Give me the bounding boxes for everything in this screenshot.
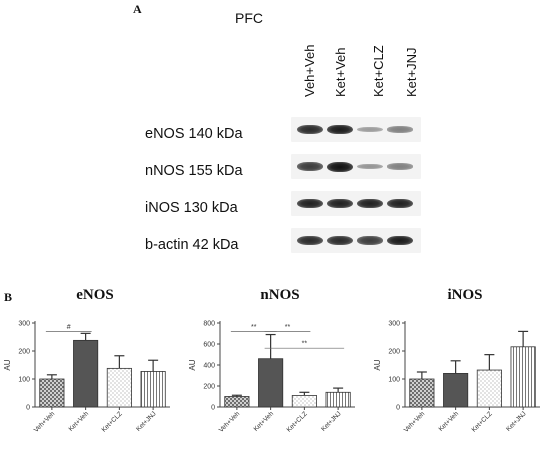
significance-marker: ** (285, 324, 291, 331)
blot-band (357, 236, 383, 245)
bar (106, 367, 132, 408)
significance-marker: # (67, 324, 71, 331)
blot-band (387, 198, 413, 209)
blot-band (357, 163, 383, 170)
y-tick-label: 0 (396, 405, 400, 412)
x-tick-label: Veh+Veh (33, 410, 57, 434)
y-tick-label: 300 (388, 321, 400, 328)
chart-inos: 0 100 200 300 AU Veh+Veh Ket+Veh Ket+CLZ Ket+JNJ (373, 321, 540, 434)
bar (140, 371, 166, 408)
blot-strip-inos (291, 191, 421, 216)
blot-band (387, 163, 413, 170)
blot-band (387, 235, 413, 246)
bar (325, 391, 351, 408)
blot-band (357, 126, 383, 133)
blot-band (327, 235, 353, 246)
bar (291, 395, 317, 408)
bar (476, 369, 502, 408)
y-tick-label: 300 (18, 321, 30, 328)
blot-band (327, 198, 353, 209)
x-tick-label: Ket+Veh (68, 410, 91, 433)
y-tick-label: 100 (18, 377, 30, 384)
blot-band (297, 162, 323, 171)
x-tick-label: Ket+Veh (253, 410, 276, 433)
y-axis-label: AU (3, 359, 12, 370)
blot-label-enos: eNOS 140 kDa (145, 126, 243, 142)
panel-a-letter: A (133, 2, 142, 16)
chart-title-inos: iNOS (447, 287, 483, 303)
x-tick-label: Ket+CLZ (471, 410, 494, 433)
x-tick-label: Veh+Veh (218, 410, 242, 434)
y-tick-label: 200 (18, 349, 30, 356)
x-tick-label: Ket+JNJ (505, 410, 527, 432)
blot-label-inos: iNOS 130 kDa (145, 200, 238, 216)
blot-band (297, 124, 323, 135)
y-tick-label: 400 (203, 363, 215, 370)
significance-marker: ** (251, 324, 257, 331)
blot-band (297, 198, 323, 209)
bar (73, 339, 99, 408)
blot-label-b-actin: b-actin 42 kDa (145, 237, 239, 253)
bar (443, 372, 469, 408)
blot-band (387, 126, 413, 133)
x-tick-label: Ket+Veh (438, 410, 461, 433)
bar (224, 396, 250, 408)
chart-title-nnos: nNOS (260, 287, 300, 303)
region-label: PFC (235, 10, 263, 26)
blot-strip-nnos (291, 154, 421, 179)
blot-band (327, 161, 353, 172)
y-tick-label: 100 (388, 377, 400, 384)
blot-band (297, 235, 323, 246)
x-tick-label: Ket+JNJ (135, 410, 157, 432)
y-tick-label: 0 (211, 405, 215, 412)
y-axis-label: AU (188, 359, 197, 370)
y-axis-label: AU (373, 359, 382, 370)
blot-strip-b-actin (291, 228, 421, 253)
x-tick-label: Ket+CLZ (101, 410, 124, 433)
x-tick-label: Veh+Veh (403, 410, 427, 434)
x-tick-label: Ket+CLZ (286, 410, 309, 433)
panel-b-letter: B (4, 290, 13, 304)
bar (510, 346, 536, 408)
bar (39, 378, 65, 408)
significance-marker: ** (302, 341, 308, 348)
chart-title-enos: eNOS (76, 287, 114, 303)
y-tick-label: 200 (203, 384, 215, 391)
chart-enos: 0 100 200 300 AU Veh+Veh Ket+Veh Ket+CLZ Ket+JNJ… (3, 321, 170, 434)
bar (409, 378, 435, 408)
bar (258, 358, 284, 408)
y-tick-label: 600 (203, 342, 215, 349)
chart-nnos: 0 200 400 600 800 AU Veh+Veh Ket+Veh Ket+CLZ Ket+… (188, 321, 355, 434)
blot-strip-enos (291, 117, 421, 142)
y-tick-label: 0 (26, 405, 30, 412)
y-tick-label: 200 (388, 349, 400, 356)
y-tick-label: 800 (203, 321, 215, 328)
x-tick-label: Ket+JNJ (320, 410, 342, 432)
blot-label-nnos: nNOS 155 kDa (145, 163, 243, 179)
blot-band (327, 124, 353, 135)
blot-band (357, 198, 383, 209)
